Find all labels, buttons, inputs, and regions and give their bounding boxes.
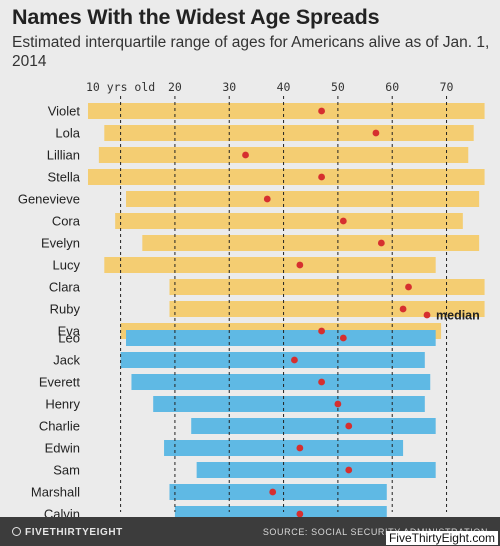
median-dot <box>405 283 412 291</box>
x-tick-label: 50 <box>331 80 345 94</box>
range-bar <box>174 506 387 517</box>
watermark: FiveThirtyEight.com <box>385 531 498 545</box>
median-dot <box>345 422 353 430</box>
x-tick-label: 40 <box>277 80 291 94</box>
median-dot <box>399 305 407 313</box>
chart-title: Names With the Widest Age Spreads <box>12 5 380 29</box>
median-dot <box>263 195 271 203</box>
median-dot <box>372 129 380 137</box>
row-label: Genevieve <box>18 192 80 207</box>
row-label: Clara <box>49 280 81 295</box>
range-bar <box>191 418 436 434</box>
row-label: Cora <box>52 214 81 229</box>
range-bar <box>169 279 485 295</box>
range-bar <box>126 330 436 346</box>
median-dot <box>242 151 249 159</box>
row-label: Lucy <box>53 258 81 273</box>
row-label: Ruby <box>50 302 81 317</box>
range-bar <box>153 396 425 412</box>
brand-name: FIVETHIRTYEIGHT <box>25 527 123 538</box>
median-dot <box>291 356 298 364</box>
x-tick-label: 60 <box>385 80 399 94</box>
median-dot <box>318 173 325 181</box>
fivethirtyeight-icon <box>12 527 21 536</box>
row-label: Henry <box>45 397 80 412</box>
median-dot <box>269 488 277 496</box>
median-dot <box>296 444 304 452</box>
x-tick-label: 30 <box>222 80 236 94</box>
x-tick-label: 70 <box>440 80 454 94</box>
median-dot <box>339 334 347 342</box>
median-dot <box>296 510 304 517</box>
row-label: Jack <box>53 353 80 368</box>
median-dot <box>318 107 325 115</box>
range-bar <box>126 191 480 207</box>
range-bar <box>164 440 404 456</box>
range-bar <box>104 257 436 273</box>
median-dot <box>296 261 304 269</box>
range-bar <box>88 103 485 119</box>
range-bar <box>120 352 425 368</box>
range-bar <box>169 301 485 317</box>
row-label: Violet <box>48 104 81 119</box>
row-label: Edwin <box>45 441 80 456</box>
range-bar <box>142 235 480 251</box>
row-label: Evelyn <box>41 236 80 251</box>
median-dot <box>339 217 347 225</box>
median-dot <box>334 400 342 408</box>
source-note: SOURCE: SOCIAL SECURITY ADMINISTRATION <box>262 527 488 537</box>
legend-median-label: median <box>436 309 480 323</box>
range-bar <box>98 147 469 163</box>
range-bar <box>196 462 436 478</box>
row-label: Marshall <box>31 485 80 500</box>
median-dot <box>377 239 385 247</box>
median-dot <box>318 327 325 335</box>
row-label: Calvin <box>44 507 80 518</box>
row-label: Eva <box>58 324 81 339</box>
median-dot <box>345 466 353 474</box>
range-bar <box>115 213 463 229</box>
median-dot <box>318 378 325 386</box>
row-label: Leo <box>58 331 80 346</box>
range-bar <box>88 169 485 185</box>
x-tick-label: 20 <box>168 80 182 94</box>
row-label: Charlie <box>39 419 80 434</box>
range-bar <box>104 125 474 141</box>
row-label: Stella <box>47 170 80 185</box>
row-label: Lillian <box>47 148 80 163</box>
range-bar <box>131 374 431 390</box>
row-label: Lola <box>55 126 80 141</box>
legend-median-dot <box>423 311 431 319</box>
range-bar <box>169 484 387 500</box>
brand-logo: FIVETHIRTYEIGHT <box>12 527 123 538</box>
row-label: Sam <box>53 463 80 478</box>
row-label: Everett <box>39 375 81 390</box>
chart-subtitle: Estimated interquartile range of ages fo… <box>12 34 490 70</box>
range-chart: 10 yrs old 20 30 40 50 60 70 Violet Lola Lillian S… <box>18 80 485 518</box>
x-tick-label: 10 yrs old <box>86 80 155 94</box>
